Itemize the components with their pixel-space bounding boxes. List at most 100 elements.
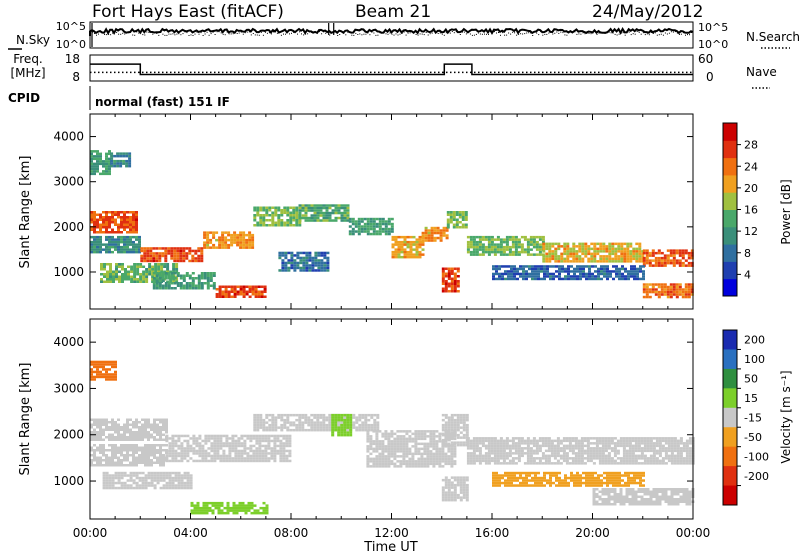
- heatmap-cell: [267, 437, 271, 440]
- heatmap-cell: [233, 231, 237, 234]
- heatmap-cell: [415, 248, 419, 251]
- heatmap-cell: [441, 460, 445, 463]
- heatmap-cell: [617, 257, 621, 261]
- heatmap-cell: [221, 293, 225, 296]
- heatmap-cell: [586, 437, 590, 440]
- heatmap-cell: [617, 250, 621, 253]
- y-tick-label: 2000: [53, 220, 84, 234]
- heatmap-cell: [222, 442, 226, 445]
- heatmap-cell: [151, 278, 155, 281]
- heatmap-cell: [452, 218, 456, 221]
- heatmap-cell: [547, 442, 551, 445]
- heatmap-cell: [311, 261, 315, 265]
- noise-search-point: [98, 33, 99, 35]
- heatmap-cell: [114, 451, 117, 454]
- noise-search-point: [608, 31, 610, 33]
- heatmap-cell: [126, 423, 129, 426]
- heatmap-cell: [618, 275, 621, 278]
- heatmap-cell: [370, 426, 374, 429]
- heatmap-cell: [563, 260, 567, 263]
- heatmap-cell: [105, 250, 108, 254]
- heatmap-cell: [608, 252, 612, 256]
- heatmap-cell: [115, 268, 118, 271]
- heatmap-cell: [390, 222, 394, 226]
- heatmap-cell: [690, 261, 694, 265]
- heatmap-cell: [484, 462, 488, 465]
- heatmap-cell: [96, 368, 99, 371]
- heatmap-cell: [108, 436, 111, 439]
- noise-search-point: [508, 32, 510, 34]
- heatmap-cell: [543, 275, 546, 278]
- heatmap-cell: [607, 442, 611, 445]
- heatmap-cell: [287, 251, 291, 255]
- heatmap-cell: [459, 436, 463, 439]
- heatmap-cell: [346, 423, 350, 427]
- heatmap-cell: [685, 459, 689, 463]
- heatmap-cell: [173, 282, 177, 285]
- heatmap-cell: [550, 444, 554, 448]
- heatmap-cell: [675, 251, 679, 255]
- heatmap-cell: [317, 251, 321, 255]
- heatmap-cell: [543, 272, 546, 276]
- heatmap-cell: [169, 280, 173, 283]
- heatmap-cell: [93, 223, 96, 226]
- heatmap-cell: [111, 213, 114, 216]
- heatmap-cell: [458, 226, 462, 229]
- heatmap-cell: [323, 251, 327, 255]
- heatmap-cell: [132, 421, 135, 424]
- heatmap-cell: [346, 418, 350, 422]
- heatmap-cell: [142, 278, 146, 281]
- heatmap-cell: [185, 252, 189, 255]
- heatmap-cell: [150, 423, 153, 426]
- heatmap-cell: [261, 452, 265, 455]
- heatmap-cell: [577, 444, 581, 448]
- heatmap-cell: [646, 437, 650, 440]
- heatmap-cell: [158, 254, 162, 258]
- heatmap-cell: [406, 240, 410, 244]
- heatmap-cell: [246, 437, 250, 440]
- heatmap-cell: [129, 250, 132, 254]
- heatmap-cell: [534, 267, 537, 271]
- heatmap-cell: [363, 222, 367, 226]
- heatmap-cell: [99, 363, 102, 366]
- heatmap-cell: [311, 256, 315, 260]
- heatmap-cell: [243, 444, 247, 448]
- heatmap-cell: [566, 242, 570, 246]
- heatmap-cell: [93, 456, 96, 459]
- heatmap-cell: [472, 459, 476, 463]
- heatmap-cell: [96, 446, 99, 449]
- heatmap-cell: [453, 421, 457, 424]
- heatmap-cell: [185, 274, 189, 277]
- heatmap-cell: [141, 418, 144, 421]
- heatmap-cell: [408, 437, 412, 441]
- heatmap-cell: [165, 426, 168, 429]
- heatmap-cell: [366, 230, 370, 233]
- heatmap-cell: [550, 447, 554, 450]
- heatmap-cell: [469, 442, 473, 445]
- heatmap-cell: [418, 243, 422, 246]
- heatmap-cell: [176, 282, 180, 285]
- heatmap-cell: [615, 267, 618, 271]
- heatmap-cell: [469, 447, 473, 450]
- heatmap-cell: [102, 162, 105, 166]
- noise-search-point: [560, 31, 562, 33]
- heatmap-cell: [373, 413, 377, 417]
- heatmap-cell: [600, 267, 603, 271]
- heatmap-cell: [207, 437, 211, 440]
- heatmap-cell: [348, 225, 352, 228]
- heatmap-cell: [580, 462, 584, 465]
- heatmap-cell: [481, 437, 485, 440]
- heatmap-cell: [263, 295, 267, 298]
- heatmap-cell: [526, 442, 530, 445]
- noise-search-point: [463, 31, 465, 33]
- heatmap-cell: [188, 274, 192, 277]
- heatmap-cell: [227, 243, 231, 247]
- heatmap-cell: [577, 449, 581, 453]
- heatmap-cell: [672, 259, 676, 262]
- heatmap-cell: [198, 452, 202, 455]
- noise-search-point: [614, 33, 616, 35]
- heatmap-cell: [592, 462, 596, 465]
- heatmap-cell: [204, 439, 208, 443]
- heatmap-cell: [636, 267, 639, 271]
- heatmap-cell: [546, 272, 549, 276]
